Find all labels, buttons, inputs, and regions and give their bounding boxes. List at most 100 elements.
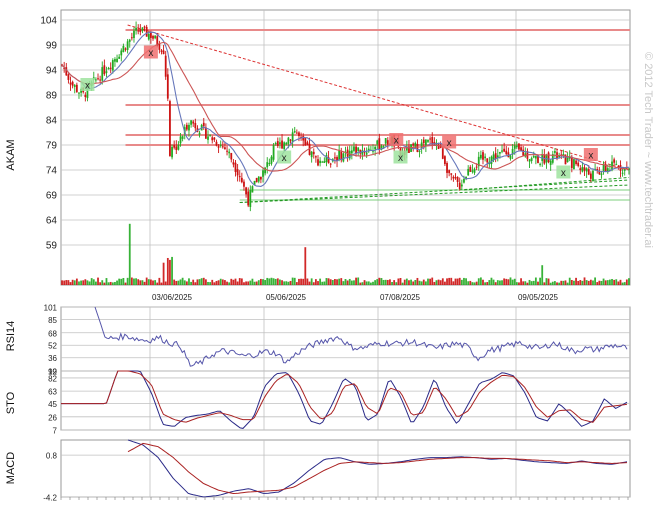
candle-body (418, 150, 421, 152)
volume-bar (365, 281, 368, 285)
candle-body (99, 79, 102, 81)
volume-bar (334, 279, 336, 285)
candle-body (116, 58, 118, 63)
volume-bar (524, 281, 527, 285)
candle-body (414, 143, 417, 148)
volume-bar (581, 280, 584, 285)
volume-bar (291, 277, 294, 285)
candle-body (365, 152, 368, 155)
volume-bar (520, 278, 522, 285)
candle-body (304, 137, 307, 146)
buy-marker (556, 165, 571, 179)
volume-bar (130, 277, 133, 285)
candle-body (310, 151, 313, 158)
volume-bar (604, 280, 607, 285)
candle-body (329, 163, 332, 165)
volume-bar (530, 281, 533, 285)
candle-body (382, 146, 385, 148)
volume-bar (473, 282, 476, 285)
volume-bar (619, 279, 622, 285)
volume-bar (207, 281, 209, 285)
y-tick-label: 45 (48, 400, 57, 409)
candle-body (581, 167, 584, 172)
candle-body (405, 146, 408, 154)
candle-body (579, 168, 582, 171)
candle-body (226, 150, 228, 152)
volume-bar (147, 279, 150, 285)
volume-bar (259, 278, 262, 285)
candle-body (479, 154, 482, 159)
volume-bar (541, 265, 544, 285)
volume-bar (528, 279, 531, 285)
volume-bar (401, 282, 404, 285)
volume-bar (122, 277, 125, 285)
candle-body (412, 143, 415, 146)
volume-bar (522, 281, 525, 285)
candle-body (149, 32, 152, 38)
candle-body (236, 169, 239, 176)
candle-body (63, 67, 66, 69)
volume-bar (111, 282, 114, 285)
candle-body (613, 159, 616, 163)
y-tick-label: 99 (46, 41, 58, 52)
volume-bar (82, 280, 85, 285)
candle-body (589, 173, 592, 179)
volume-bar (268, 278, 271, 285)
candle-body (289, 139, 292, 141)
volume-bar (444, 281, 446, 285)
volume-bar (135, 278, 137, 285)
volume-bar (361, 282, 364, 285)
volume-bar (357, 277, 360, 285)
candle-body (416, 143, 419, 153)
candle-body (520, 147, 522, 152)
candle-body (490, 156, 493, 165)
volume-bar (249, 280, 252, 285)
volume-bar (494, 282, 497, 285)
candle-body (465, 176, 467, 180)
volume-bar (452, 281, 455, 285)
candle-body (143, 26, 146, 28)
candle-body (133, 30, 135, 39)
candle-body (596, 169, 599, 171)
volume-bar (353, 280, 355, 285)
volume-bar (583, 277, 586, 285)
sell-marker (583, 148, 598, 161)
volume-bar (232, 279, 235, 285)
candle-body (454, 177, 457, 179)
volume-bar (359, 282, 362, 285)
volume-bar (395, 282, 398, 285)
volume-bar (90, 278, 93, 285)
volume-bar (247, 281, 250, 285)
candle-body (380, 145, 383, 150)
candle-body (141, 27, 144, 31)
volume-bar (266, 277, 269, 285)
volume-bar (274, 278, 277, 285)
volume-bar (596, 282, 599, 285)
volume-bar (346, 280, 349, 285)
candle-body (283, 142, 286, 150)
candle-body (528, 159, 531, 162)
candle-body (532, 155, 535, 158)
volume-bar (336, 279, 338, 285)
volume-bar (549, 282, 552, 285)
candle-body (515, 145, 518, 148)
marker-label: x (561, 168, 566, 179)
volume-bar (448, 277, 451, 285)
rsi-line (94, 306, 628, 367)
candle-body (334, 157, 336, 159)
candle-body (350, 150, 353, 154)
candle-body (600, 173, 603, 176)
y-tick-label: 82 (48, 374, 57, 383)
candle-body (378, 138, 381, 150)
volume-bar (65, 280, 68, 285)
marker-label: x (148, 48, 153, 59)
candle-body (452, 176, 455, 179)
candle-body (65, 67, 68, 76)
volume-bar (99, 282, 102, 285)
candle-body (604, 163, 607, 172)
candle-body (130, 37, 133, 39)
volume-bar (141, 280, 144, 285)
marker-label: x (588, 151, 593, 162)
